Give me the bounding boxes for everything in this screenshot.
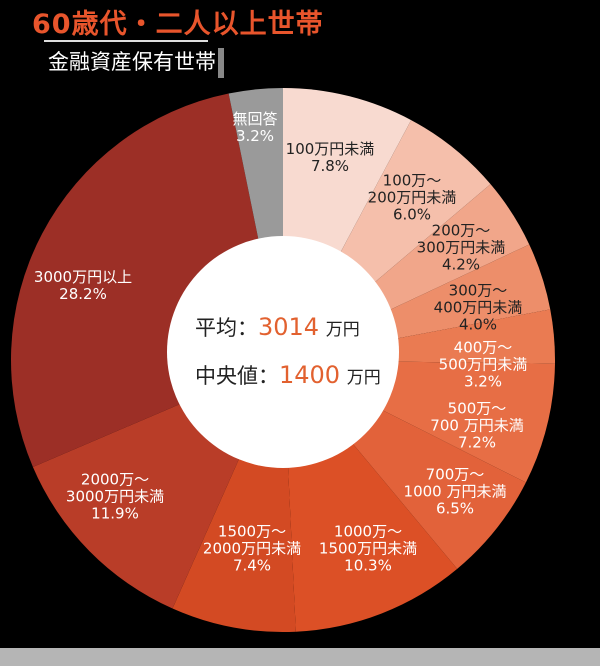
slice-label: 700万～ 1000 万円未満 6.5%: [403, 465, 507, 518]
median-label: 中央値：: [195, 364, 279, 388]
slice-label-line: 4.2%: [441, 255, 481, 274]
slice-label-line: 400万～: [453, 338, 513, 357]
slice-label-line: 4.0%: [458, 315, 498, 334]
slice-label-line: 500万～: [447, 399, 507, 418]
slice-label-line: 無回答: [232, 110, 278, 128]
slice-label-line: 3000万円未満: [65, 487, 165, 506]
footer-strip: [0, 648, 600, 666]
subtitle-marker: [218, 48, 224, 78]
slice-label: 200万～ 300万円未満 4.2%: [416, 221, 506, 274]
slice-label-line: 7.4%: [232, 556, 272, 575]
chart-subtitle: 金融資産保有世帯: [48, 50, 216, 74]
median-value: 1400: [279, 361, 341, 389]
slice-label-line: 6.0%: [392, 205, 432, 224]
slice-label: 300万～ 400万円未満 4.0%: [433, 281, 523, 334]
slice-label-line: 6.5%: [435, 499, 475, 518]
slice-label: 無回答 3.2%: [232, 111, 277, 145]
slice-label-line: 2000万円未満: [202, 539, 302, 558]
slice-label-line: 700 万円未満: [430, 416, 524, 435]
center-summary: 平均：3014 万円 中央値：1400 万円: [195, 312, 381, 408]
slice-label-line: 3.2%: [463, 372, 503, 391]
slice-label-line: 700万～: [425, 465, 485, 484]
mean-value: 3014: [258, 313, 320, 341]
slice-label-line: 10.3%: [344, 556, 392, 575]
slice-label-line: 400万円未満: [433, 298, 523, 317]
slice-label-line: 200万～: [431, 221, 491, 240]
slice-label: 100万円未満 7.8%: [286, 141, 375, 175]
slice-label-line: 100万～: [382, 171, 442, 190]
chart-title: 60歳代・二人以上世帯: [32, 9, 324, 40]
mean-label: 平均：: [195, 316, 258, 340]
slice-label: 2000万～ 3000万円未満 11.9%: [65, 470, 165, 523]
slice-label-line: 1500万～: [217, 522, 287, 541]
slice-label-line: 11.9%: [91, 504, 139, 523]
slice-label: 500万～ 700 万円未満 7.2%: [430, 399, 524, 452]
median-unit: 万円: [346, 368, 381, 388]
slice-label: 400万～ 500万円未満 3.2%: [438, 338, 528, 391]
median-row: 中央値：1400 万円: [195, 360, 381, 408]
slice-label-line: 300万～: [448, 281, 508, 300]
slice-label-line: 7.8%: [310, 157, 350, 175]
slice-label: 3000万円以上 28.2%: [34, 269, 132, 303]
slice-label-line: 200万円未満: [367, 188, 457, 207]
slice-label-line: 300万円未満: [416, 238, 506, 257]
slice-label-line: 100万円未満: [285, 140, 375, 158]
mean-unit: 万円: [325, 320, 360, 340]
title-divider: [44, 40, 208, 42]
slice-label-line: 1500万円未満: [318, 539, 418, 558]
slice-label: 1000万～ 1500万円未満 10.3%: [318, 522, 418, 575]
slice-label-line: 1000 万円未満: [403, 482, 507, 501]
slice-label: 1500万～ 2000万円未満 7.4%: [202, 522, 302, 575]
slice-label-line: 3.2%: [235, 127, 275, 145]
slice-label-line: 3000万円以上: [33, 268, 133, 286]
slice-label-line: 7.2%: [457, 433, 497, 452]
mean-row: 平均：3014 万円: [195, 312, 381, 360]
slice-label-line: 1000万～: [333, 522, 403, 541]
donut-hole: [167, 236, 399, 468]
slice-label: 100万～ 200万円未満 6.0%: [367, 171, 457, 224]
slice-label-line: 2000万～: [80, 470, 150, 489]
slice-label-line: 500万円未満: [438, 355, 528, 374]
slice-label-line: 28.2%: [59, 285, 107, 303]
